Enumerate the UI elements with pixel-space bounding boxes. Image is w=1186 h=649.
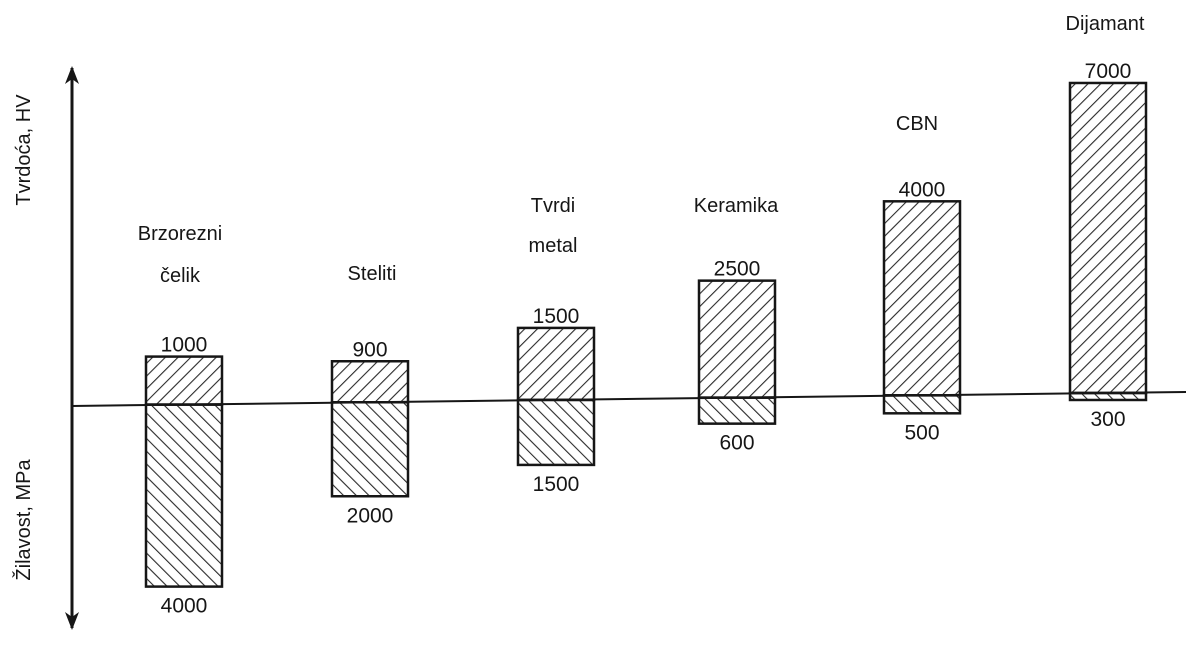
- value-label-hardness-3: 2500: [714, 258, 761, 281]
- value-label-hardness-4: 4000: [899, 178, 946, 201]
- value-label-hardness-1: 900: [352, 338, 387, 361]
- category-label-2-line-1: metal: [529, 235, 578, 257]
- value-label-toughness-5: 300: [1090, 408, 1125, 431]
- category-label-4-line-0: CBN: [896, 113, 938, 135]
- bar-toughness-0: [144, 403, 224, 588]
- baseline: [71, 391, 1186, 407]
- value-label-toughness-4: 500: [904, 421, 939, 444]
- value-label-hardness-0: 1000: [161, 334, 208, 357]
- bar-toughness-2: [516, 398, 596, 467]
- bars-layer: [144, 81, 1148, 588]
- bar-hardness-3: [697, 279, 777, 399]
- value-label-hardness-2: 1500: [533, 305, 580, 328]
- bar-toughness-3: [697, 396, 777, 425]
- y-axis-label-bottom: Žilavost, MPa: [12, 459, 35, 581]
- category-label-3-line-0: Keramika: [694, 195, 779, 217]
- bar-hardness-5: [1068, 81, 1148, 395]
- bar-hardness-0: [144, 355, 224, 406]
- bar-toughness-4: [882, 394, 962, 415]
- category-label-1-line-0: Steliti: [348, 263, 397, 285]
- bar-hardness-4: [882, 200, 962, 397]
- value-label-hardness-5: 7000: [1085, 60, 1132, 83]
- bar-toughness-5: [1068, 391, 1148, 402]
- labels-layer: 1000 4000 Brzorezni čelik 900 2000 Steliti 1500…: [138, 13, 1145, 618]
- bar-toughness-1: [330, 401, 410, 498]
- y-axis-label-top: Tvrdoća, HV: [13, 94, 35, 206]
- category-label-5-line-0: Dijamant: [1066, 13, 1145, 35]
- value-label-toughness-2: 1500: [533, 473, 580, 496]
- category-label-0-line-0: Brzorezni: [138, 223, 222, 245]
- category-label-2-line-0: Tvrdi: [531, 195, 575, 217]
- value-label-toughness-3: 600: [719, 432, 754, 455]
- bar-hardness-1: [330, 360, 410, 404]
- bar-hardness-2: [516, 326, 596, 402]
- category-label-0-line-1: čelik: [160, 265, 201, 287]
- value-label-toughness-0: 4000: [161, 595, 208, 618]
- value-label-toughness-1: 2000: [347, 504, 394, 527]
